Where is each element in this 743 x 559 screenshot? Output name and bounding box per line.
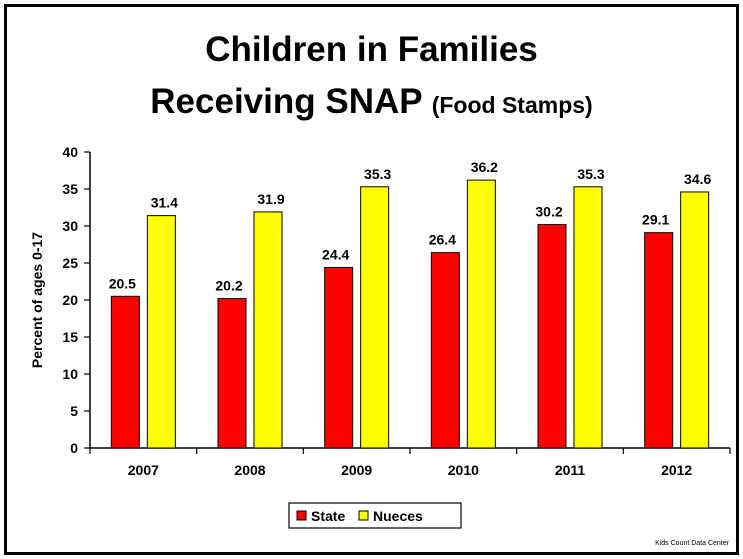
x-tick-label: 2007 xyxy=(128,462,159,478)
data-label-state-2007: 20.5 xyxy=(109,275,136,291)
data-label-state-2009: 24.4 xyxy=(322,246,349,262)
data-label-state-2011: 30.2 xyxy=(535,204,562,220)
bar-nueces-2008 xyxy=(253,211,283,449)
bar-state-2012 xyxy=(644,232,674,449)
y-tick-label: 30 xyxy=(62,218,78,234)
x-tick-label: 2008 xyxy=(234,462,265,478)
legend-swatch-state xyxy=(296,510,307,521)
legend-label-nueces: Nueces xyxy=(373,508,423,524)
y-tick-label: 25 xyxy=(62,255,78,271)
y-tick-label: 35 xyxy=(62,181,78,197)
data-label-nueces-2009: 35.3 xyxy=(364,166,391,182)
chart-title-line2: Receiving SNAP (Food Stamps) xyxy=(0,82,743,125)
bar-state-2011 xyxy=(537,224,567,449)
bar-nueces-2011 xyxy=(573,186,603,449)
legend-box xyxy=(288,502,462,529)
bar-state-2008 xyxy=(217,298,247,449)
y-tick-label: 20 xyxy=(62,292,78,308)
data-label-nueces-2007: 31.4 xyxy=(151,195,178,211)
bar-nueces-2007 xyxy=(146,215,176,449)
x-tick-label: 2012 xyxy=(661,462,692,478)
chart-title-suffix: (Food Stamps) xyxy=(431,92,593,118)
legend-label-state: State xyxy=(311,508,345,524)
chart-title-main: Receiving SNAP xyxy=(150,82,422,121)
data-label-nueces-2010: 36.2 xyxy=(471,159,498,175)
chart-title-line1: Children in Families xyxy=(205,30,538,69)
x-tick-label: 2011 xyxy=(555,462,586,478)
source-note: Kids Count Data Center xyxy=(655,540,729,547)
bar-state-2007 xyxy=(110,295,140,449)
bar-state-2009 xyxy=(324,266,354,449)
bar-state-2010 xyxy=(430,252,460,449)
y-tick-label: 15 xyxy=(62,329,78,345)
data-label-nueces-2012: 34.6 xyxy=(684,171,711,187)
data-label-nueces-2008: 31.9 xyxy=(257,191,284,207)
data-label-state-2008: 20.2 xyxy=(215,278,242,294)
y-tick-label: 5 xyxy=(70,403,78,419)
y-tick-label: 0 xyxy=(70,440,78,456)
y-axis-title: Percent of ages 0-17 xyxy=(29,232,45,368)
bar-nueces-2009 xyxy=(360,186,390,449)
data-label-state-2010: 26.4 xyxy=(429,232,456,248)
bar-nueces-2010 xyxy=(466,179,496,449)
x-tick-label: 2010 xyxy=(448,462,479,478)
bar-nueces-2012 xyxy=(680,191,710,449)
data-label-nueces-2011: 35.3 xyxy=(577,166,604,182)
x-tick-label: 2009 xyxy=(341,462,372,478)
data-label-state-2012: 29.1 xyxy=(642,212,669,228)
y-tick-label: 10 xyxy=(62,366,78,382)
legend-swatch-nueces xyxy=(358,510,369,521)
y-tick-label: 40 xyxy=(62,144,78,160)
